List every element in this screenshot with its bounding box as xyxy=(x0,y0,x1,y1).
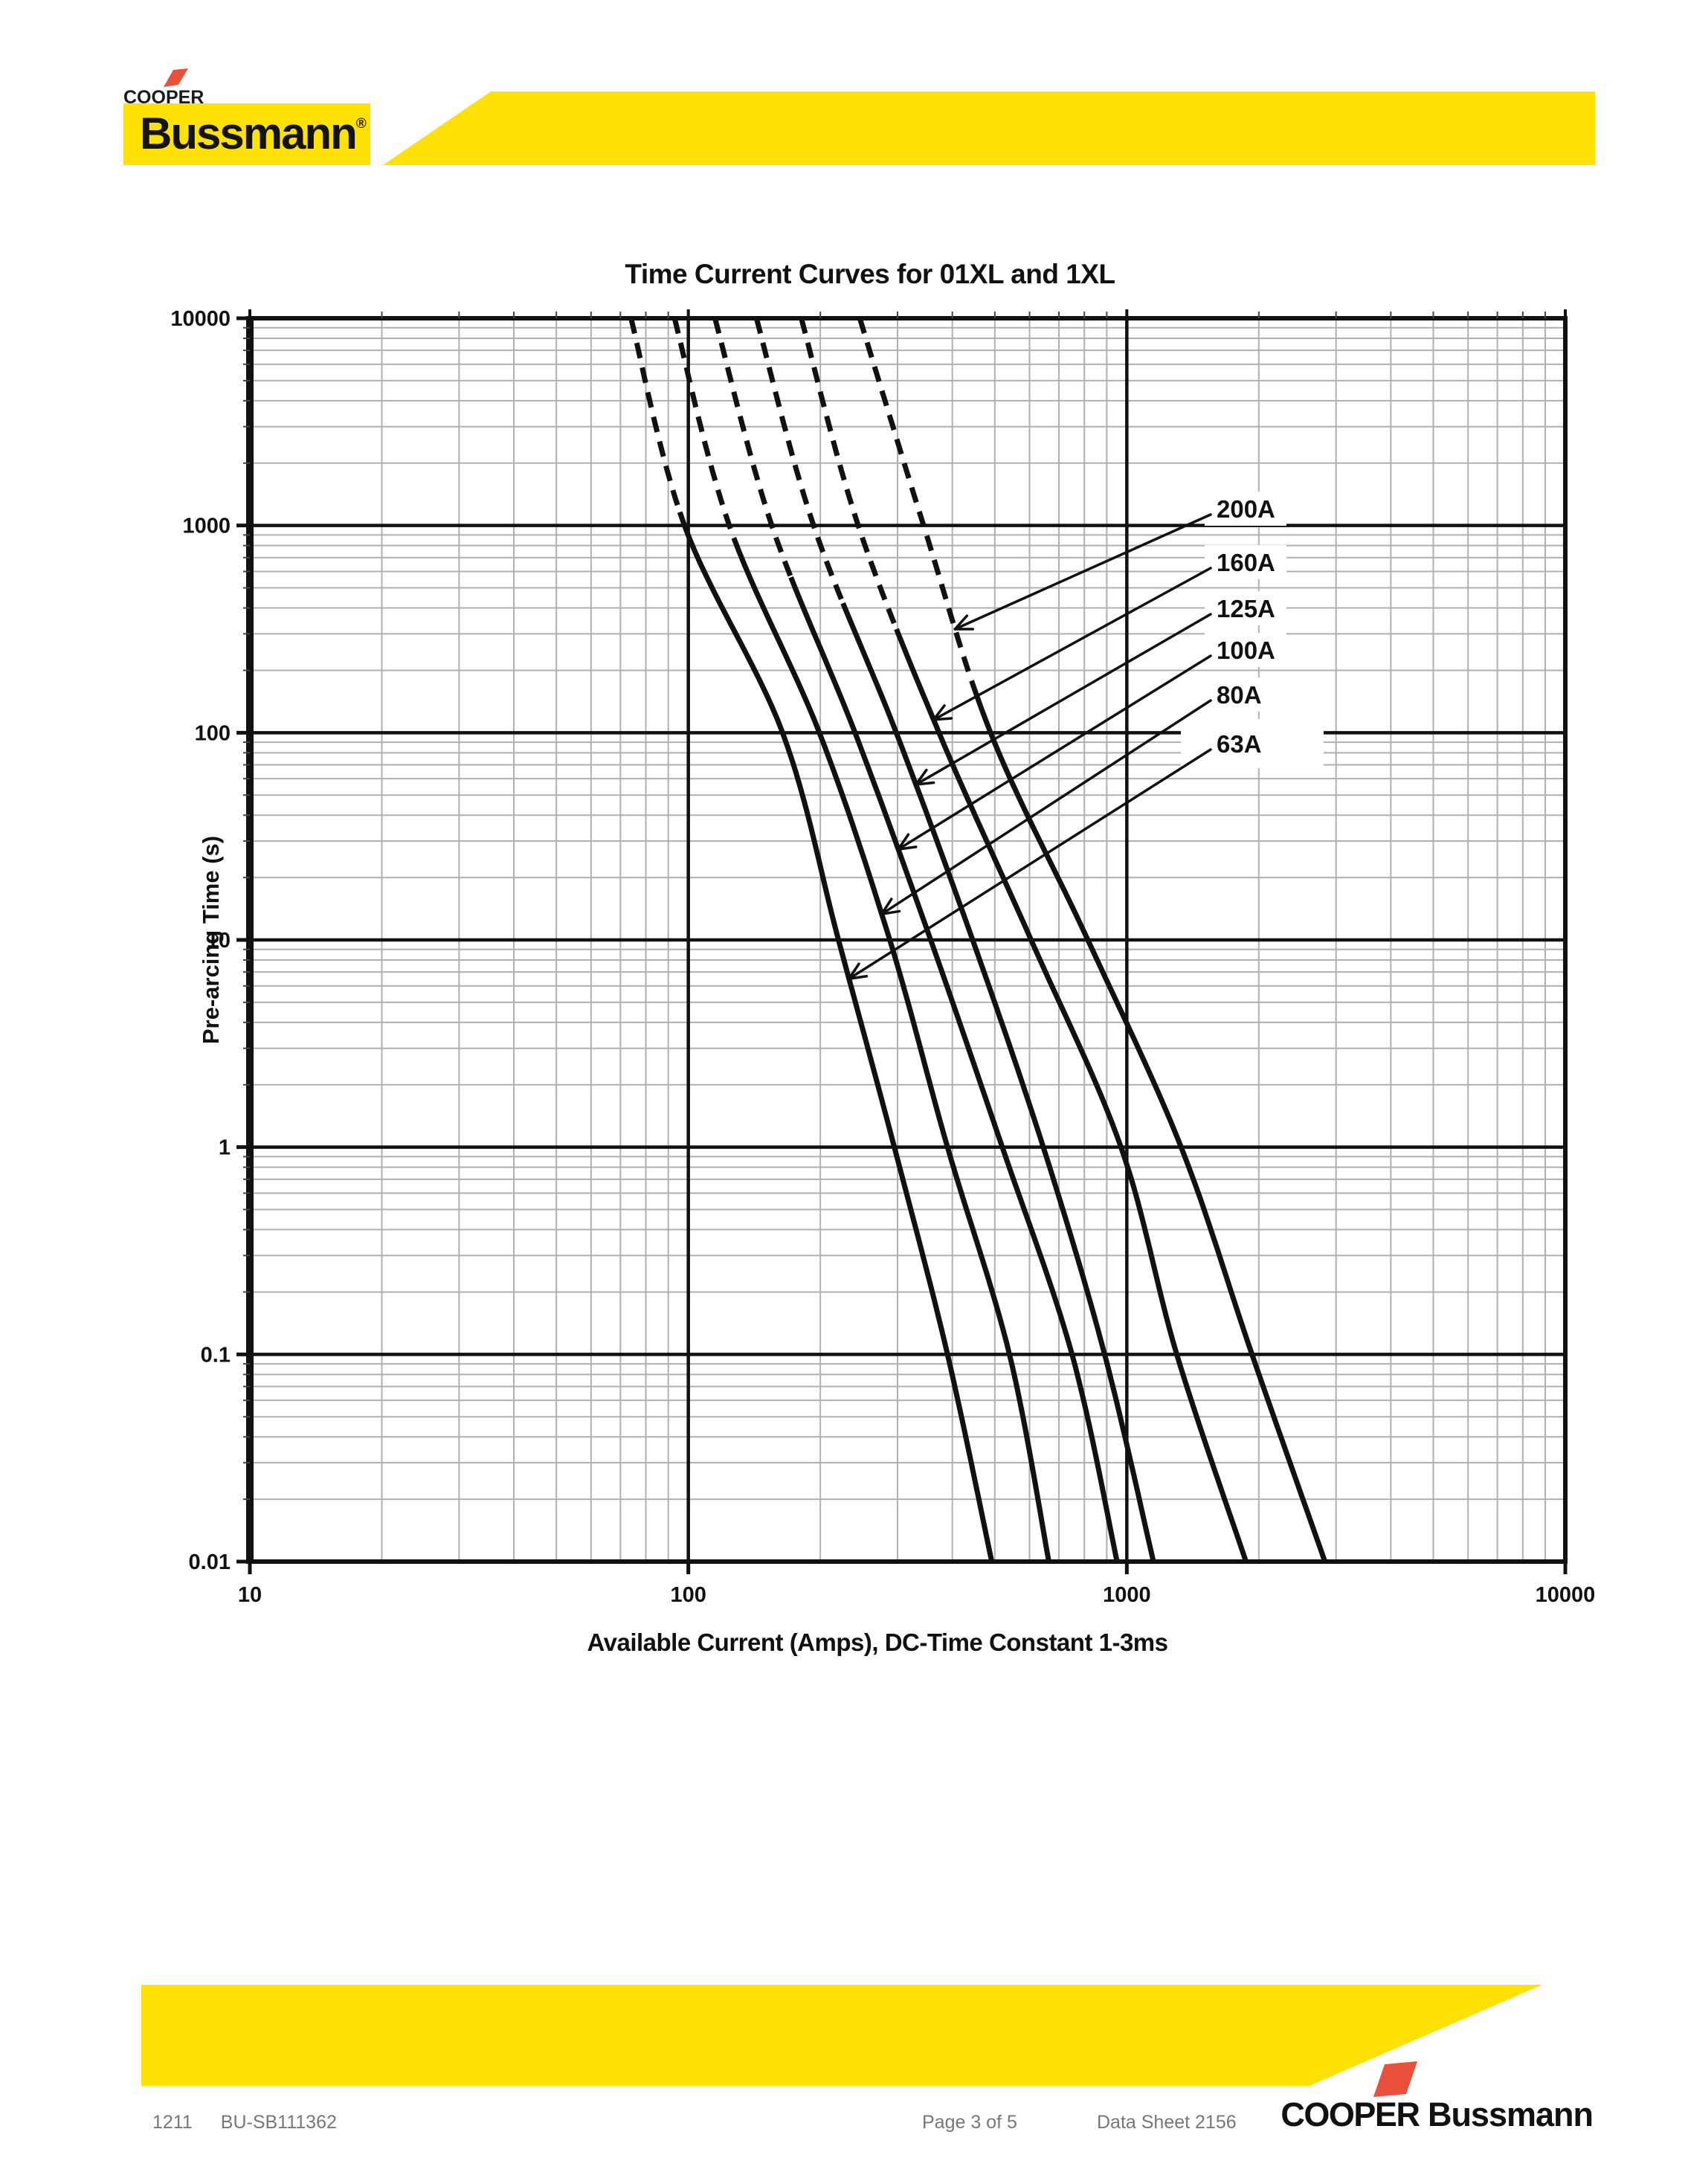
curve-label-100A: 100A xyxy=(1217,637,1275,664)
cooper-bussmann-logo-footer: COOPER Bussmann xyxy=(1281,2096,1594,2133)
x-tick-100: 100 xyxy=(670,1583,706,1607)
y-tick-100: 100 xyxy=(195,721,231,745)
arrowhead-80A xyxy=(880,909,901,915)
x-tick-10: 10 xyxy=(238,1583,262,1607)
x-tick-10000: 10000 xyxy=(1536,1583,1596,1607)
y-axis-title: Pre-arcing Time (s) xyxy=(198,835,224,1045)
bottom-yellow-banner xyxy=(141,1985,1542,2086)
grid-major xyxy=(246,316,1568,1564)
arrowhead-200A xyxy=(953,614,969,631)
curve-label-160A: 160A xyxy=(1217,549,1275,576)
curve-label-80A: 80A xyxy=(1217,681,1262,709)
curve-80A-dashed xyxy=(671,318,737,540)
bussmann-wordmark: Bussmann® xyxy=(140,109,367,158)
y-tick-10: 10 xyxy=(207,929,231,953)
label-mask-125A xyxy=(1205,591,1286,625)
cooper-flag-icon xyxy=(164,68,188,87)
curve-100A-dashed xyxy=(712,318,793,579)
chart-title: Time Current Curves for 01XL and 1XL xyxy=(625,259,1115,289)
label-mask-200A xyxy=(1205,492,1286,526)
curve-160A-solid xyxy=(894,628,1249,1563)
label-mask-100A xyxy=(1205,633,1286,667)
label-mask-160A xyxy=(1205,545,1286,579)
arrowhead-80A xyxy=(880,898,893,915)
registered-mark: ® xyxy=(355,116,367,132)
curve-200A-dashed xyxy=(857,317,974,682)
curve-80A-solid xyxy=(731,537,1051,1562)
fuse-curves xyxy=(628,317,1328,1563)
footer-datasheet: Data Sheet 2156 xyxy=(1097,2112,1237,2133)
arrowhead-125A xyxy=(914,781,935,786)
curve-63A-dashed xyxy=(628,318,683,513)
arrowhead-160A xyxy=(932,717,953,721)
curve-label-63A: 63A xyxy=(1217,730,1262,758)
leader-63A xyxy=(847,748,1212,980)
cooper-flag-icon-footer xyxy=(1373,2061,1417,2097)
y-tick-1: 1 xyxy=(219,1136,231,1160)
axis-ticks xyxy=(236,309,1568,1574)
label-mask-63A xyxy=(1181,719,1324,768)
curve-125A-solid xyxy=(840,602,1156,1562)
curve-160A-dashed xyxy=(799,318,899,631)
footer-page-info: Page 3 of 5 xyxy=(922,2112,1017,2133)
curve-annotations: 63A 80A 100A 125A 160A 200A xyxy=(847,492,1324,980)
y-tick-1000: 1000 xyxy=(182,515,231,538)
x-tick-1000: 1000 xyxy=(1103,1583,1151,1607)
y-tick-0.1: 0.1 xyxy=(201,1343,231,1367)
y-tick-0.01: 0.01 xyxy=(189,1550,231,1574)
curve-63A-solid xyxy=(677,511,995,1562)
curve-label-200A: 200A xyxy=(1217,495,1275,523)
arrowhead-100A xyxy=(897,845,918,851)
bussmann-logo-box: Bussmann® xyxy=(123,103,370,165)
curve-200A-solid xyxy=(969,680,1328,1563)
top-yellow-banner xyxy=(383,91,1595,165)
arrowhead-100A xyxy=(897,833,910,851)
curve-100A-solid xyxy=(788,576,1120,1562)
arrowhead-63A xyxy=(847,975,869,980)
arrowhead-63A xyxy=(847,962,860,980)
leader-160A xyxy=(932,567,1212,721)
curve-125A-dashed xyxy=(753,318,845,605)
footer-doc-code: 1211 BU-SB111362 xyxy=(152,2112,337,2133)
label-mask-80A xyxy=(1205,677,1272,712)
tick-labels: 10000 1000 100 10 1 0.1 0.01 10 100 1000 10000 xyxy=(170,307,1595,1607)
leader-125A xyxy=(914,613,1212,786)
leader-100A xyxy=(897,654,1212,851)
curve-label-125A: 125A xyxy=(1217,595,1275,622)
arrowhead-125A xyxy=(914,768,928,786)
x-axis-title: Available Current (Amps), DC-Time Consta… xyxy=(587,1629,1169,1656)
y-tick-10000: 10000 xyxy=(170,307,231,331)
leader-80A xyxy=(880,699,1212,915)
arrowhead-160A xyxy=(932,704,946,721)
leader-200A xyxy=(953,513,1212,631)
